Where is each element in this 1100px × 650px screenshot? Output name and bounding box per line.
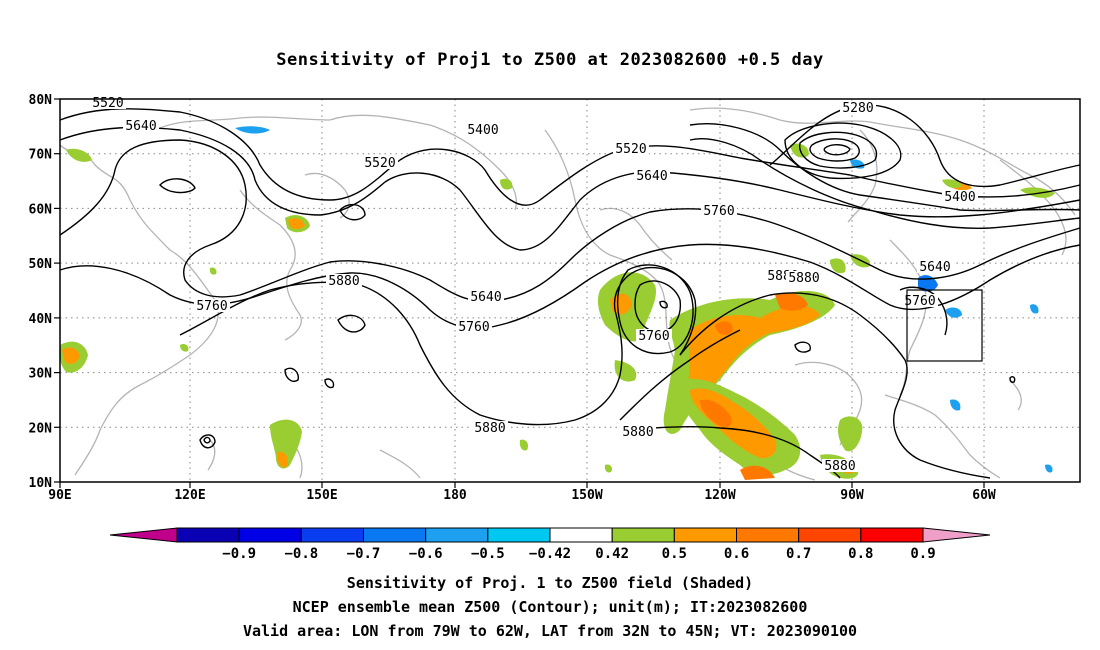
contour-label-bg [472, 421, 508, 434]
colorbar-box [363, 527, 427, 543]
contour-label-bg [620, 425, 656, 438]
contour-label-bg [468, 290, 504, 303]
lon-tick-label: 120W [704, 488, 735, 503]
colorbar-box [176, 527, 240, 543]
lon-tick-label: 150W [571, 488, 602, 503]
lat-tick-label: 40N [29, 312, 53, 327]
contour-label: 5880 [824, 459, 855, 474]
lon-tick-label: 150E [306, 488, 337, 503]
colorbar-tick-label: −0.8 [284, 546, 318, 562]
colorbar-tick-label: 0.5 [662, 546, 687, 562]
contour-label-bg [465, 123, 501, 136]
contour-label: 5760 [196, 299, 227, 314]
lon-tick-label: 90E [48, 488, 71, 503]
contour-label-bg [613, 142, 649, 155]
contour-label-bg [362, 156, 398, 169]
colorbar-box [300, 527, 365, 543]
contour-label: 5520 [615, 142, 646, 157]
colorbar: −0.9 −0.8 −0.7 −0.6 −0.5 −0.42 0.42 0.5 0.6 0.7 0.… [109, 527, 991, 562]
contour-label: 5880 [788, 271, 819, 286]
colorbar-tick-label: −0.5 [471, 546, 505, 562]
footer-contour-description: NCEP ensemble mean Z500 (Contour); unit(… [292, 598, 808, 616]
contour-label: 5760 [904, 294, 935, 309]
colorbar-box [549, 527, 613, 543]
lat-tick-label: 70N [29, 148, 53, 163]
contour-label: 5760 [458, 320, 489, 335]
valid-area-box [906, 289, 983, 362]
colorbar-tick-label: 0.42 [595, 546, 629, 562]
colorbar-tick-label: −0.9 [222, 546, 256, 562]
contour-label-bg [902, 294, 938, 307]
colorbar-box [673, 527, 737, 543]
colorbar-tick-label: −0.42 [529, 546, 571, 562]
contour-label: 5880 [328, 274, 359, 289]
colorbar-box [487, 527, 551, 543]
contour-label-bg [701, 204, 737, 217]
contour-label: 5640 [919, 260, 950, 275]
sensitivity-shading [59, 126, 1055, 480]
lon-tick-label: 90W [840, 488, 864, 503]
colorbar-tick-label: 0.8 [848, 546, 873, 562]
colorbar-tick-label: 0.7 [786, 546, 811, 562]
contour-label-bg [634, 169, 670, 182]
z500-contours [59, 104, 1081, 479]
footer-valid-area: Valid area: LON from 79W to 62W, LAT fro… [242, 622, 858, 640]
footer-shading-description: Sensitivity of Proj. 1 to Z500 field (Sh… [346, 574, 754, 592]
contour-label: 5880 [622, 425, 653, 440]
contour-label: 5880 [474, 421, 505, 436]
contour-label-bg [123, 119, 159, 132]
colorbar-box [611, 527, 675, 543]
colorbar-tick-label: −0.6 [409, 546, 443, 562]
colorbar-tick-label: 0.6 [724, 546, 749, 562]
contour-label: 5280 [842, 101, 873, 116]
colorbar-low-triangle [109, 527, 178, 543]
lat-tick-label: 60N [29, 202, 53, 217]
contour-label-bg [636, 329, 672, 342]
contour-label: 5400 [467, 123, 498, 138]
contour-label: 5640 [125, 119, 156, 134]
contour-label: 5760 [638, 329, 669, 344]
colorbar-box [238, 527, 302, 543]
contour-label: 5640 [470, 290, 501, 305]
contour-label-bg [917, 260, 953, 273]
map-frame [59, 98, 1081, 483]
contour-label-bg [840, 101, 876, 114]
colorbar-box [736, 527, 800, 543]
contour-label-bg [942, 190, 978, 203]
lat-tick-label: 80N [29, 93, 53, 108]
colorbar-tick-label: −0.7 [347, 546, 381, 562]
contour-label: 5760 [703, 204, 734, 219]
lat-tick-label: 30N [29, 367, 53, 382]
contour-label-bg [456, 320, 492, 333]
contour-label-bg [326, 274, 362, 287]
contour-label: 5400 [944, 190, 975, 205]
plot-title: Sensitivity of Proj1 to Z500 at 20230826… [276, 50, 824, 70]
lat-tick-label: 20N [29, 421, 53, 436]
contour-label-bg [822, 459, 858, 472]
colorbar-box [860, 527, 924, 543]
contour-label-bg [786, 271, 822, 284]
colorbar-box [425, 527, 489, 543]
lon-tick-label: 120E [174, 488, 205, 503]
colorbar-box [798, 527, 862, 543]
contour-label: 5520 [364, 156, 395, 171]
lat-tick-label: 10N [29, 476, 53, 491]
contour-label: 5640 [636, 169, 667, 184]
colorbar-tick-label: 0.9 [910, 546, 935, 562]
lon-tick-label: 180 [443, 488, 467, 503]
contour-label-bg [194, 299, 230, 312]
lat-tick-label: 50N [29, 257, 53, 272]
contour-labels: 5520564055205400528055205640576054005640… [90, 96, 978, 474]
colorbar-high-triangle [922, 527, 991, 543]
lon-tick-label: 60W [972, 488, 996, 503]
